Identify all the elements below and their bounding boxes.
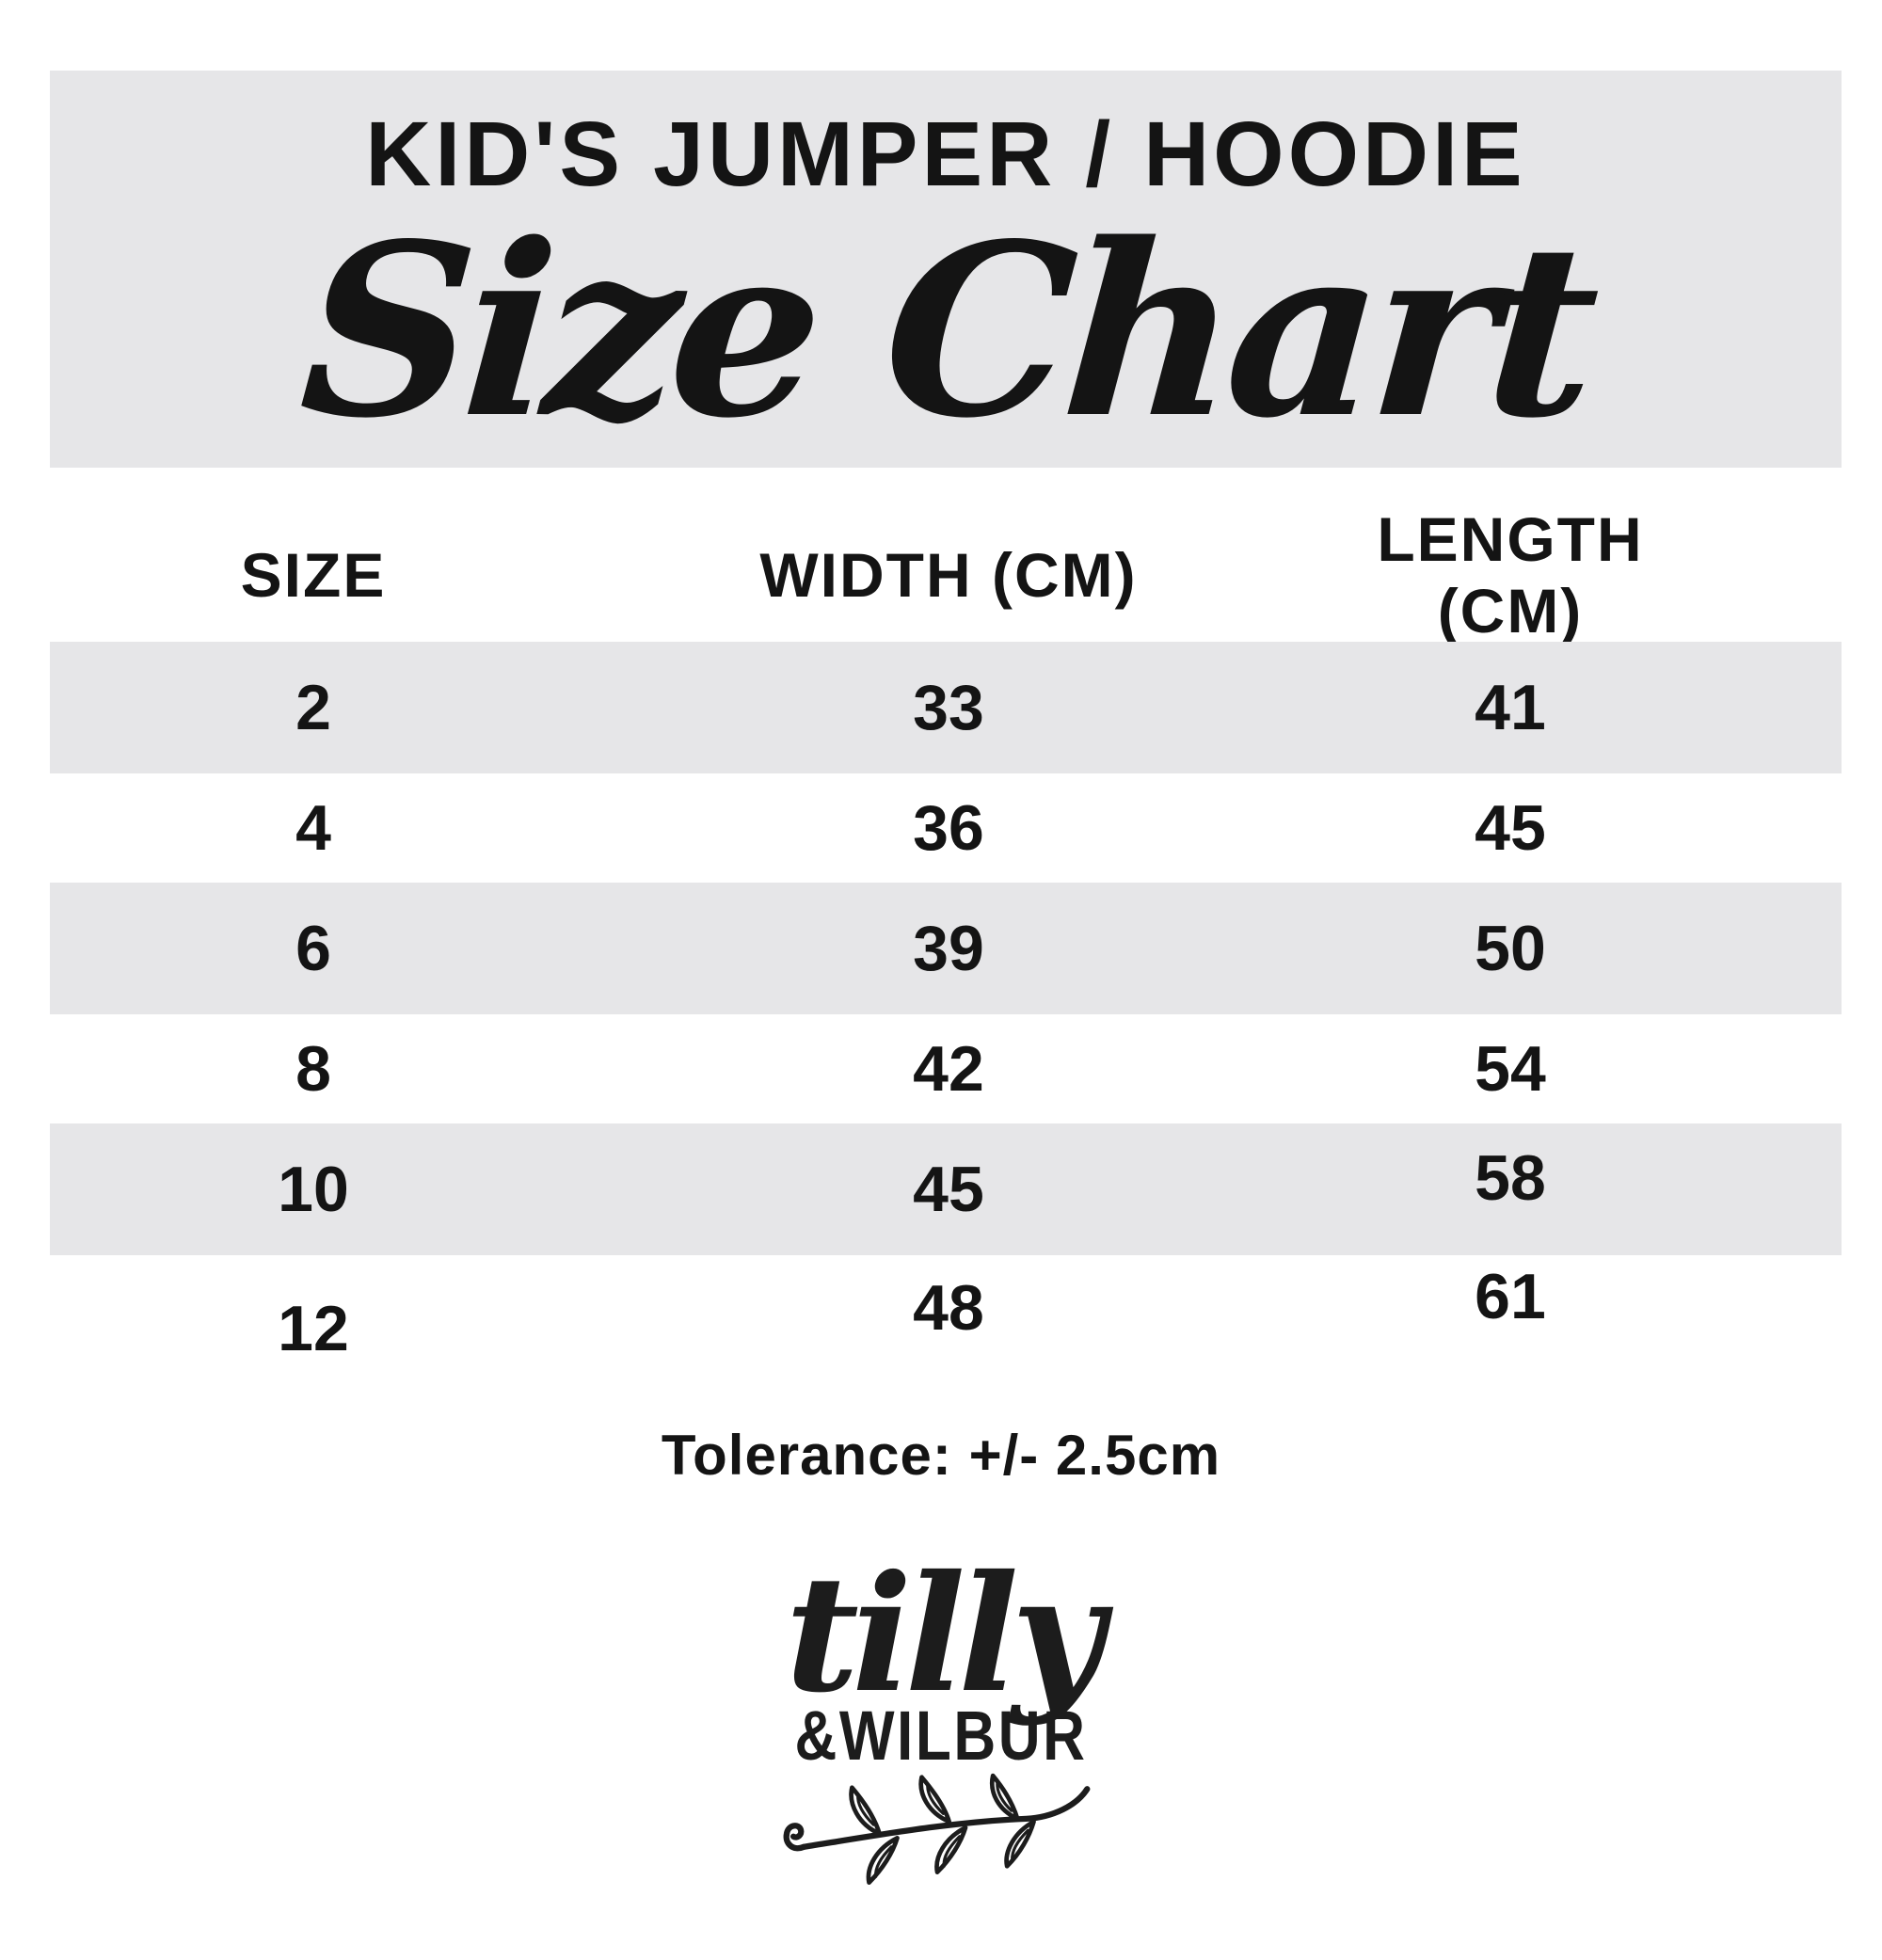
table-row: 10 45 58	[50, 1123, 1842, 1255]
size-cell: 12	[278, 1293, 349, 1364]
length-cell: 54	[1475, 1033, 1546, 1105]
page-title: KID'S JUMPER / HOODIE	[365, 103, 1526, 205]
chart-header: KID'S JUMPER / HOODIE Size Chart	[50, 71, 1842, 470]
table-row: 12 48 61	[50, 1255, 1842, 1364]
brand-name-script: tilly	[785, 1540, 1104, 1729]
col-header-width: WIDTH (CM)	[759, 540, 1138, 610]
size-cell: 4	[295, 792, 331, 864]
table-row: 8 42 54	[50, 1014, 1842, 1123]
length-cell: 41	[1475, 672, 1546, 743]
script-title: Size Chart	[294, 192, 1598, 470]
laurel-branch-icon	[0, 1773, 1882, 1904]
brand-name-caps: &WILBUR	[794, 1697, 1088, 1775]
size-chart-table: 2 33 41 4 36 45 6 39 50 8 42 54 10 45 58…	[50, 642, 1842, 1364]
width-cell: 42	[913, 1033, 984, 1105]
length-cell: 61	[1475, 1261, 1546, 1332]
col-header-length: LENGTH (CM)	[1377, 504, 1644, 645]
width-cell: 39	[913, 913, 984, 984]
size-cell: 8	[295, 1033, 331, 1105]
width-cell: 48	[913, 1272, 984, 1344]
table-row: 6 39 50	[50, 883, 1842, 1014]
tolerance-note: Tolerance: +/- 2.5cm	[661, 1424, 1221, 1487]
length-cell: 45	[1475, 792, 1546, 864]
table-header-row: SIZE WIDTH (CM) LENGTH (CM)	[50, 504, 1842, 645]
col-header-size: SIZE	[240, 540, 387, 610]
width-cell: 33	[913, 672, 984, 743]
size-cell: 10	[278, 1154, 349, 1225]
length-cell: 50	[1475, 913, 1546, 984]
width-cell: 36	[913, 792, 984, 864]
size-cell: 6	[295, 913, 331, 984]
length-cell: 58	[1475, 1142, 1546, 1214]
width-cell: 45	[913, 1154, 984, 1225]
table-row: 2 33 41	[50, 642, 1842, 773]
brand-logo: tilly &WILBUR	[0, 1554, 1882, 1904]
table-row: 4 36 45	[50, 773, 1842, 883]
size-cell: 2	[295, 672, 331, 743]
